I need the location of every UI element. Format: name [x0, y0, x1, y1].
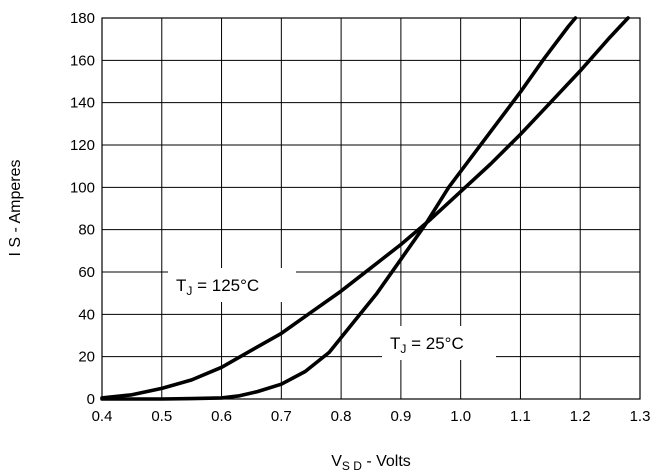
- x-tick-label-1: 0.5: [151, 408, 172, 425]
- y-axis-label: I S - Amperes: [7, 160, 24, 257]
- x-tick-label-7: 1.1: [510, 408, 531, 425]
- annotation-tj-125-sub: J: [186, 284, 192, 298]
- x-axis-label-rest: - Volts: [362, 453, 411, 470]
- x-tick-label-3: 0.7: [271, 408, 292, 425]
- grid: [101, 17, 641, 400]
- annotation-tj-125-box: [168, 268, 296, 302]
- annotation-tj-25-rest: = 25°C: [406, 334, 463, 353]
- x-tick-label-9: 1.3: [630, 408, 651, 425]
- y-tick-label-5: 100: [70, 179, 95, 196]
- x-tick-label-5: 0.9: [390, 408, 411, 425]
- annotation-tj-25-sub: J: [400, 342, 406, 356]
- x-tick-label-6: 1.0: [450, 408, 471, 425]
- x-axis-label-sub: S D: [342, 459, 362, 472]
- y-tick-label-1: 20: [78, 349, 95, 366]
- annotation-tj-25-main: T: [390, 334, 400, 353]
- y-tick-label-4: 80: [78, 222, 95, 239]
- annotation-tj-125-rest: = 125°C: [192, 276, 259, 295]
- annotation-tj-125-text: TJ = 125°C: [176, 276, 259, 298]
- plot-frame: [101, 17, 641, 400]
- x-axis-label-main: V: [331, 453, 342, 470]
- y-tick-label-3: 60: [78, 264, 95, 281]
- y-tick-label-6: 120: [70, 137, 95, 154]
- y-tick-labels: 0 20 40 60 80 100 120 140 160 180: [70, 10, 95, 408]
- y-tick-label-0: 0: [87, 391, 95, 408]
- series-lines: [100, 16, 630, 401]
- y-tick-label-2: 40: [78, 306, 95, 323]
- x-tick-label-4: 0.8: [331, 408, 352, 425]
- annotation-tj-125: TJ = 125°C: [168, 268, 296, 302]
- series-line-0: [100, 16, 630, 400]
- x-axis-label: VS D - Volts: [331, 453, 411, 472]
- annotation-tj-25-box: [382, 326, 496, 360]
- series-line-1: [100, 16, 578, 401]
- y-tick-label-8: 160: [70, 52, 95, 69]
- x-tick-labels: 0.4 0.5 0.6 0.7 0.8 0.9 1.0 1.1 1.2 1.3: [92, 408, 651, 425]
- x-tick-label-2: 0.6: [211, 408, 232, 425]
- annotation-tj-25: TJ = 25°C: [382, 326, 496, 360]
- y-tick-label-9: 180: [70, 10, 95, 27]
- annotation-tj-125-main: T: [176, 276, 186, 295]
- x-tick-label-0: 0.4: [92, 408, 113, 425]
- annotation-tj-25-text: TJ = 25°C: [390, 334, 464, 356]
- x-tick-label-8: 1.2: [570, 408, 591, 425]
- y-tick-label-7: 140: [70, 95, 95, 112]
